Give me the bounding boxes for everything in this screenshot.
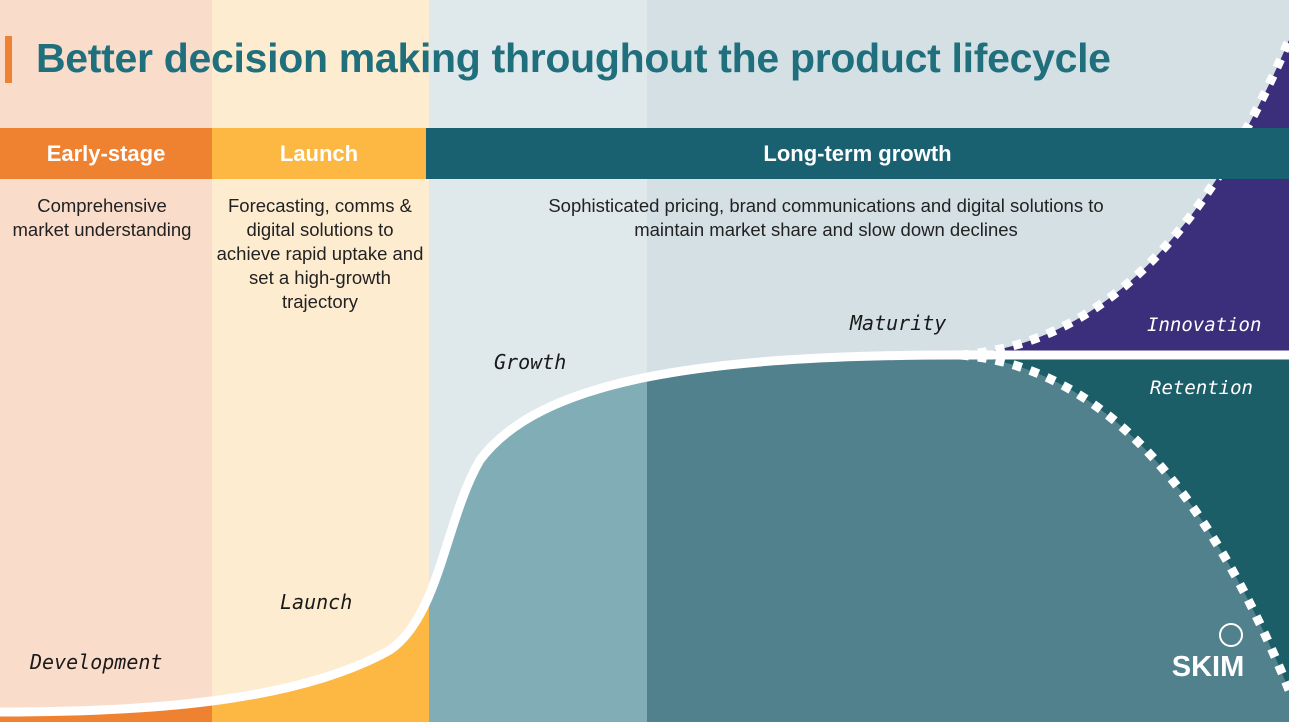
ring-icon <box>1219 623 1243 647</box>
stage-label-retention: Retention <box>1150 377 1253 399</box>
stage-label-innovation: Innovation <box>1147 314 1262 336</box>
early-stage-description: Comprehensive market understanding <box>12 195 192 240</box>
launch-description: Forecasting, comms & digital solutions t… <box>216 195 424 312</box>
lifecycle-curve <box>0 350 1289 717</box>
page-title: Better decision making throughout the pr… <box>36 35 1111 81</box>
retention-dotted-curve <box>959 350 1289 692</box>
stage-label-maturity: Maturity <box>850 311 947 335</box>
retention-area <box>960 355 1289 690</box>
stage-label-growth: Growth <box>494 350 567 374</box>
innovation-dotted-curve <box>959 38 1289 360</box>
skim-logo: SKIM <box>1171 651 1245 683</box>
title-accent-bar <box>5 36 12 83</box>
innovation-area <box>960 40 1289 355</box>
early-stage-column <box>0 0 212 722</box>
phase-header-launch: Launch <box>212 128 426 179</box>
long-term-growth-description: Sophisticated pricing, brand communicati… <box>548 195 1104 240</box>
stage-label-development: Development <box>30 650 163 674</box>
launch-column <box>212 0 429 722</box>
stage-label-launch: Launch <box>280 590 353 614</box>
phase-header-long-term-growth: Long-term growth <box>426 128 1289 179</box>
phase-header-early-stage: Early-stage <box>0 128 212 179</box>
